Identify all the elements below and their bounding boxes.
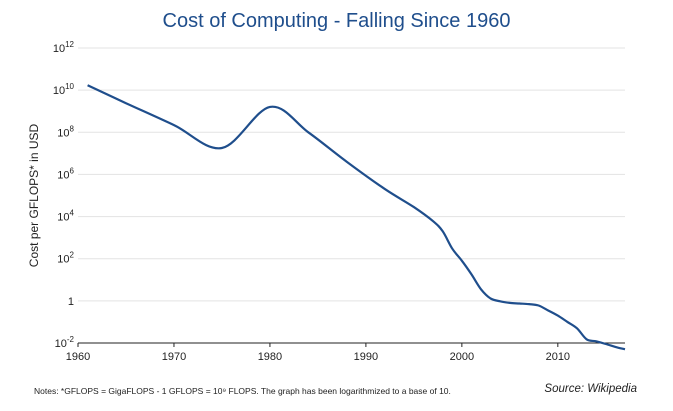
x-tick-label: 2000 — [450, 351, 474, 363]
y-tick-label: 1010 — [53, 82, 75, 97]
y-tick-label: 102 — [57, 251, 74, 266]
gridlines — [78, 47, 625, 302]
chart-title: Cost of Computing - Falling Since 1960 — [162, 10, 511, 32]
chart-notes: Notes: *GFLOPS = GigaFLOPS - 1 GFLOPS = … — [34, 386, 451, 396]
y-tick-label: 104 — [57, 209, 74, 224]
y-tick-label: 1 — [68, 296, 74, 308]
x-tick-label: 1970 — [162, 351, 186, 363]
x-tick-label: 1960 — [66, 351, 90, 363]
x-tick-label: 1980 — [258, 351, 282, 363]
chart-source: Source: Wikipedia — [544, 383, 637, 395]
cost-line-series — [87, 84, 626, 351]
y-tick-label: 108 — [57, 124, 74, 139]
y-tick-label: 1012 — [53, 40, 75, 55]
x-tick-label: 1990 — [354, 351, 378, 363]
y-axis-label: Cost per GFLOPS* in USD — [27, 123, 41, 267]
y-tick-label: 10-2 — [55, 335, 75, 350]
y-axis-ticks: 10-2 1 102 104 106 108 1010 1012 — [53, 40, 75, 350]
y-tick-label: 106 — [57, 166, 74, 181]
x-axis-ticks: 1960 1970 1980 1990 2000 2010 — [66, 343, 570, 363]
x-tick-label: 2010 — [546, 351, 570, 363]
